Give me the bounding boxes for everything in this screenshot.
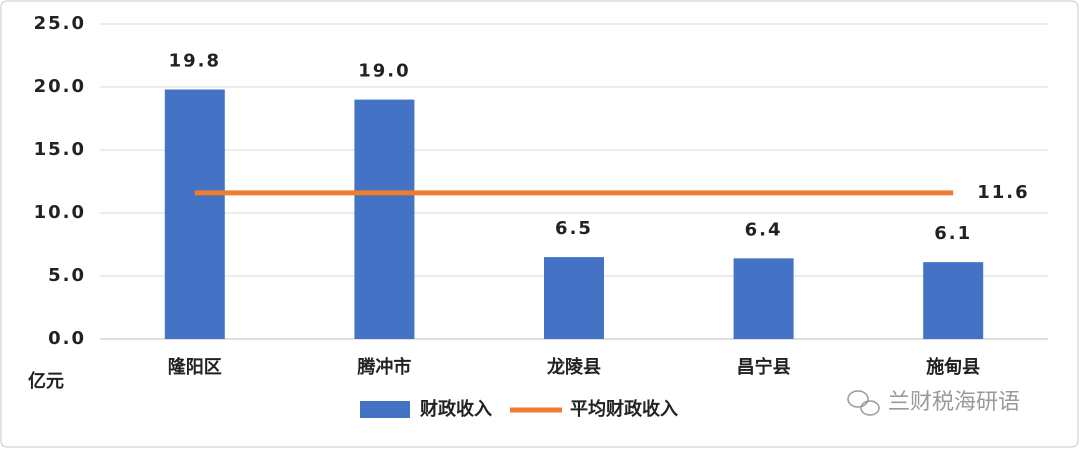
x-tick-label: 隆阳区 [168, 356, 222, 378]
data-label: 6.4 [745, 219, 783, 240]
data-label: 19.8 [169, 51, 221, 72]
bar [733, 258, 794, 339]
watermark: 兰财税海研语 [888, 390, 1020, 415]
data-label: 6.1 [934, 223, 972, 244]
bar [544, 257, 604, 339]
legend-label: 财政收入 [420, 398, 492, 420]
data-label: 19.0 [358, 61, 410, 82]
bar [354, 99, 415, 339]
data-label: 6.5 [555, 218, 593, 239]
y-tick-label: 10.0 [34, 202, 86, 223]
bar [923, 262, 984, 339]
watermark-icon [847, 390, 880, 416]
x-tick-label: 龙陵县 [547, 356, 601, 378]
y-tick-label: 5.0 [48, 265, 86, 286]
x-tick-label: 腾冲市 [357, 356, 411, 378]
y-tick-label: 20.0 [34, 76, 86, 97]
y-axis-unit: 亿元 [28, 370, 64, 392]
y-tick-label: 0.0 [48, 328, 86, 349]
y-tick-label: 25.0 [34, 13, 86, 34]
legend-swatch [360, 401, 410, 418]
x-tick-label: 施甸县 [926, 356, 980, 378]
bar [164, 89, 225, 340]
x-tick-label: 昌宁县 [737, 356, 791, 378]
y-tick-label: 15.0 [34, 139, 86, 160]
data-label: 11.6 [977, 182, 1029, 203]
legend-label: 平均财政收入 [570, 398, 678, 420]
